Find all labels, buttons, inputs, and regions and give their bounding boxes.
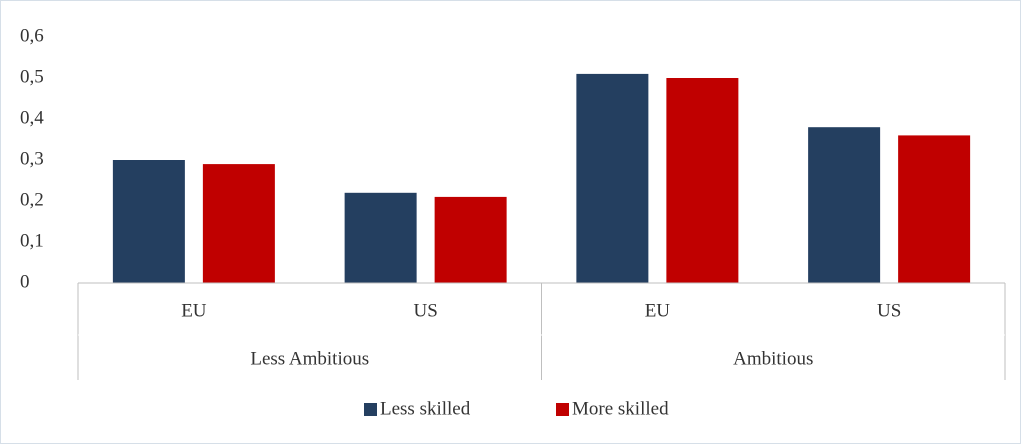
group-label: Less Ambitious [250, 348, 369, 369]
legend-swatch [364, 403, 377, 416]
group-label: Ambitious [733, 348, 813, 369]
bar [576, 73, 649, 284]
y-tick-label: 0,2 [20, 189, 44, 210]
y-tick-label: 0,1 [20, 230, 44, 251]
y-tick-label: 0,5 [20, 66, 44, 87]
bar [434, 196, 507, 283]
bar [666, 78, 739, 283]
y-tick-label: 0,3 [20, 148, 44, 169]
y-tick-label: 0,4 [20, 107, 44, 128]
bar [898, 135, 971, 283]
x-tick-label: EU [181, 300, 207, 321]
legend-label: Less skilled [380, 398, 471, 419]
legend-label: More skilled [572, 398, 669, 419]
bar [344, 192, 417, 283]
x-tick-label: US [877, 300, 901, 321]
x-tick-label: US [413, 300, 437, 321]
x-tick-label: EU [645, 300, 671, 321]
bar [808, 127, 881, 283]
bar [202, 164, 275, 283]
legend-swatch [556, 403, 569, 416]
bar [112, 160, 185, 283]
y-tick-label: 0,6 [20, 25, 44, 46]
y-tick-label: 0 [20, 271, 30, 292]
